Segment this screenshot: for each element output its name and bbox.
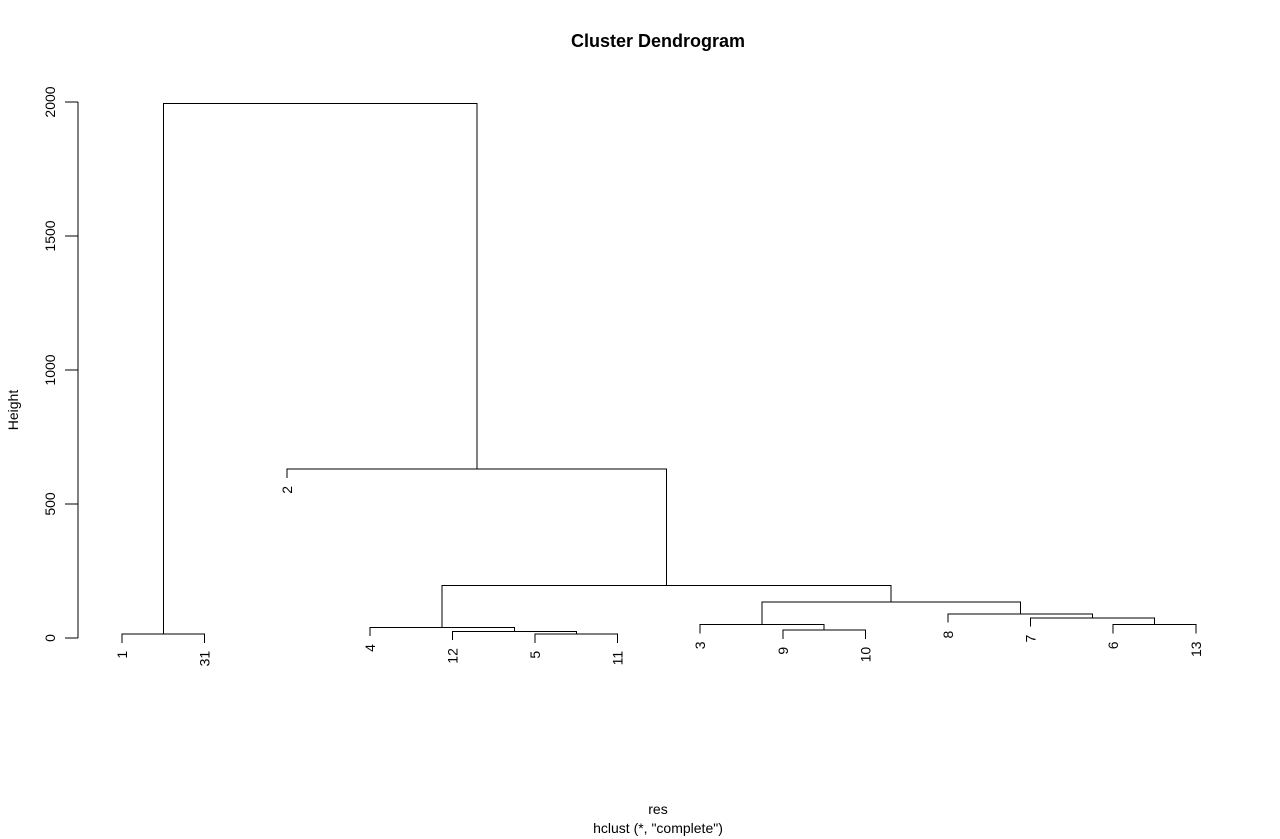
method-sublabel: hclust (*, "complete")	[593, 820, 723, 836]
y-tick-label: 0	[42, 634, 58, 642]
leaf-label: 12	[444, 648, 460, 664]
leaf-label: 2	[279, 486, 295, 494]
leaf-label: 11	[610, 651, 626, 666]
dendrogram-tree	[121, 102, 1197, 643]
y-axis-label: Height	[5, 390, 21, 431]
leaf-label: 6	[1105, 641, 1121, 649]
leaf-label: 7	[1023, 635, 1039, 643]
leaf-labels: 1 31 5 11 12 4 9 10 3 6 13 7 8 2	[114, 486, 1204, 667]
merge-link	[1112, 624, 1197, 634]
leaf-label: 13	[1188, 641, 1204, 657]
merge-link	[1030, 617, 1155, 627]
merge-link	[534, 633, 619, 643]
merge-link	[162, 102, 478, 634]
y-tick-label: 1500	[42, 220, 58, 251]
leaf-label: 10	[857, 647, 873, 663]
merge-link	[286, 468, 668, 586]
merge-link	[451, 630, 577, 641]
leaf-label: 31	[197, 651, 213, 667]
leaf-label: 8	[940, 631, 956, 639]
leaf-label: 3	[692, 641, 708, 649]
leaf-label: 5	[527, 651, 543, 659]
merge-link	[441, 585, 892, 628]
leaf-label: 9	[775, 647, 791, 655]
merge-link	[121, 633, 206, 643]
y-tick-label: 1000	[42, 354, 58, 385]
chart-title: Cluster Dendrogram	[571, 31, 745, 51]
merge-link	[699, 624, 825, 634]
leaf-label: 1	[114, 651, 130, 659]
x-axis-label: res	[648, 801, 667, 817]
leaf-label: 4	[362, 644, 378, 652]
y-tick-label: 500	[42, 492, 58, 516]
merge-link	[761, 601, 1021, 625]
y-axis: 0 500 1000 1500 2000	[42, 86, 79, 642]
y-tick-label: 2000	[42, 86, 58, 117]
merge-link	[782, 629, 866, 639]
